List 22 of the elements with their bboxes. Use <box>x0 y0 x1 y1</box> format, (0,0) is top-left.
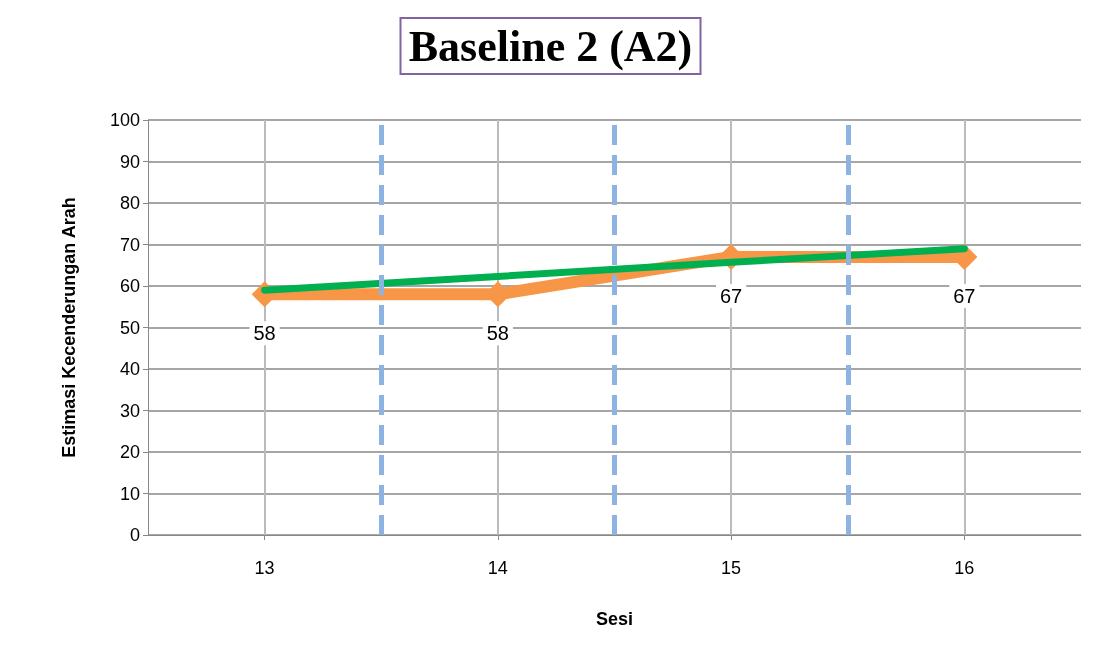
y-tick-label: 50 <box>119 317 140 338</box>
y-tick-label: 100 <box>109 110 140 130</box>
x-tick-label: 15 <box>721 558 742 578</box>
data-label: 58 <box>486 322 509 345</box>
y-tick-label: 0 <box>129 525 140 545</box>
y-tick-label: 30 <box>119 400 140 421</box>
y-tick-label: 40 <box>119 359 140 379</box>
data-label: 58 <box>253 322 276 345</box>
y-tick-label: 10 <box>119 483 140 504</box>
y-tick-label: 90 <box>119 151 140 172</box>
x-axis-title: Sesi <box>595 609 634 629</box>
x-tick-label: 16 <box>954 558 975 578</box>
chart-title: Baseline 2 (A2) <box>408 21 693 71</box>
x-tick-label: 13 <box>254 558 275 578</box>
y-axis-title: Estimasi Kecenderungan Arah <box>59 197 79 458</box>
y-tick-label: 60 <box>119 276 140 296</box>
y-tick-label: 80 <box>119 193 140 213</box>
data-label: 67 <box>953 284 976 307</box>
x-tick-label: 14 <box>487 558 508 578</box>
y-tick-label: 70 <box>119 234 140 255</box>
data-label: 67 <box>720 284 743 307</box>
y-tick-label: 20 <box>119 442 140 462</box>
